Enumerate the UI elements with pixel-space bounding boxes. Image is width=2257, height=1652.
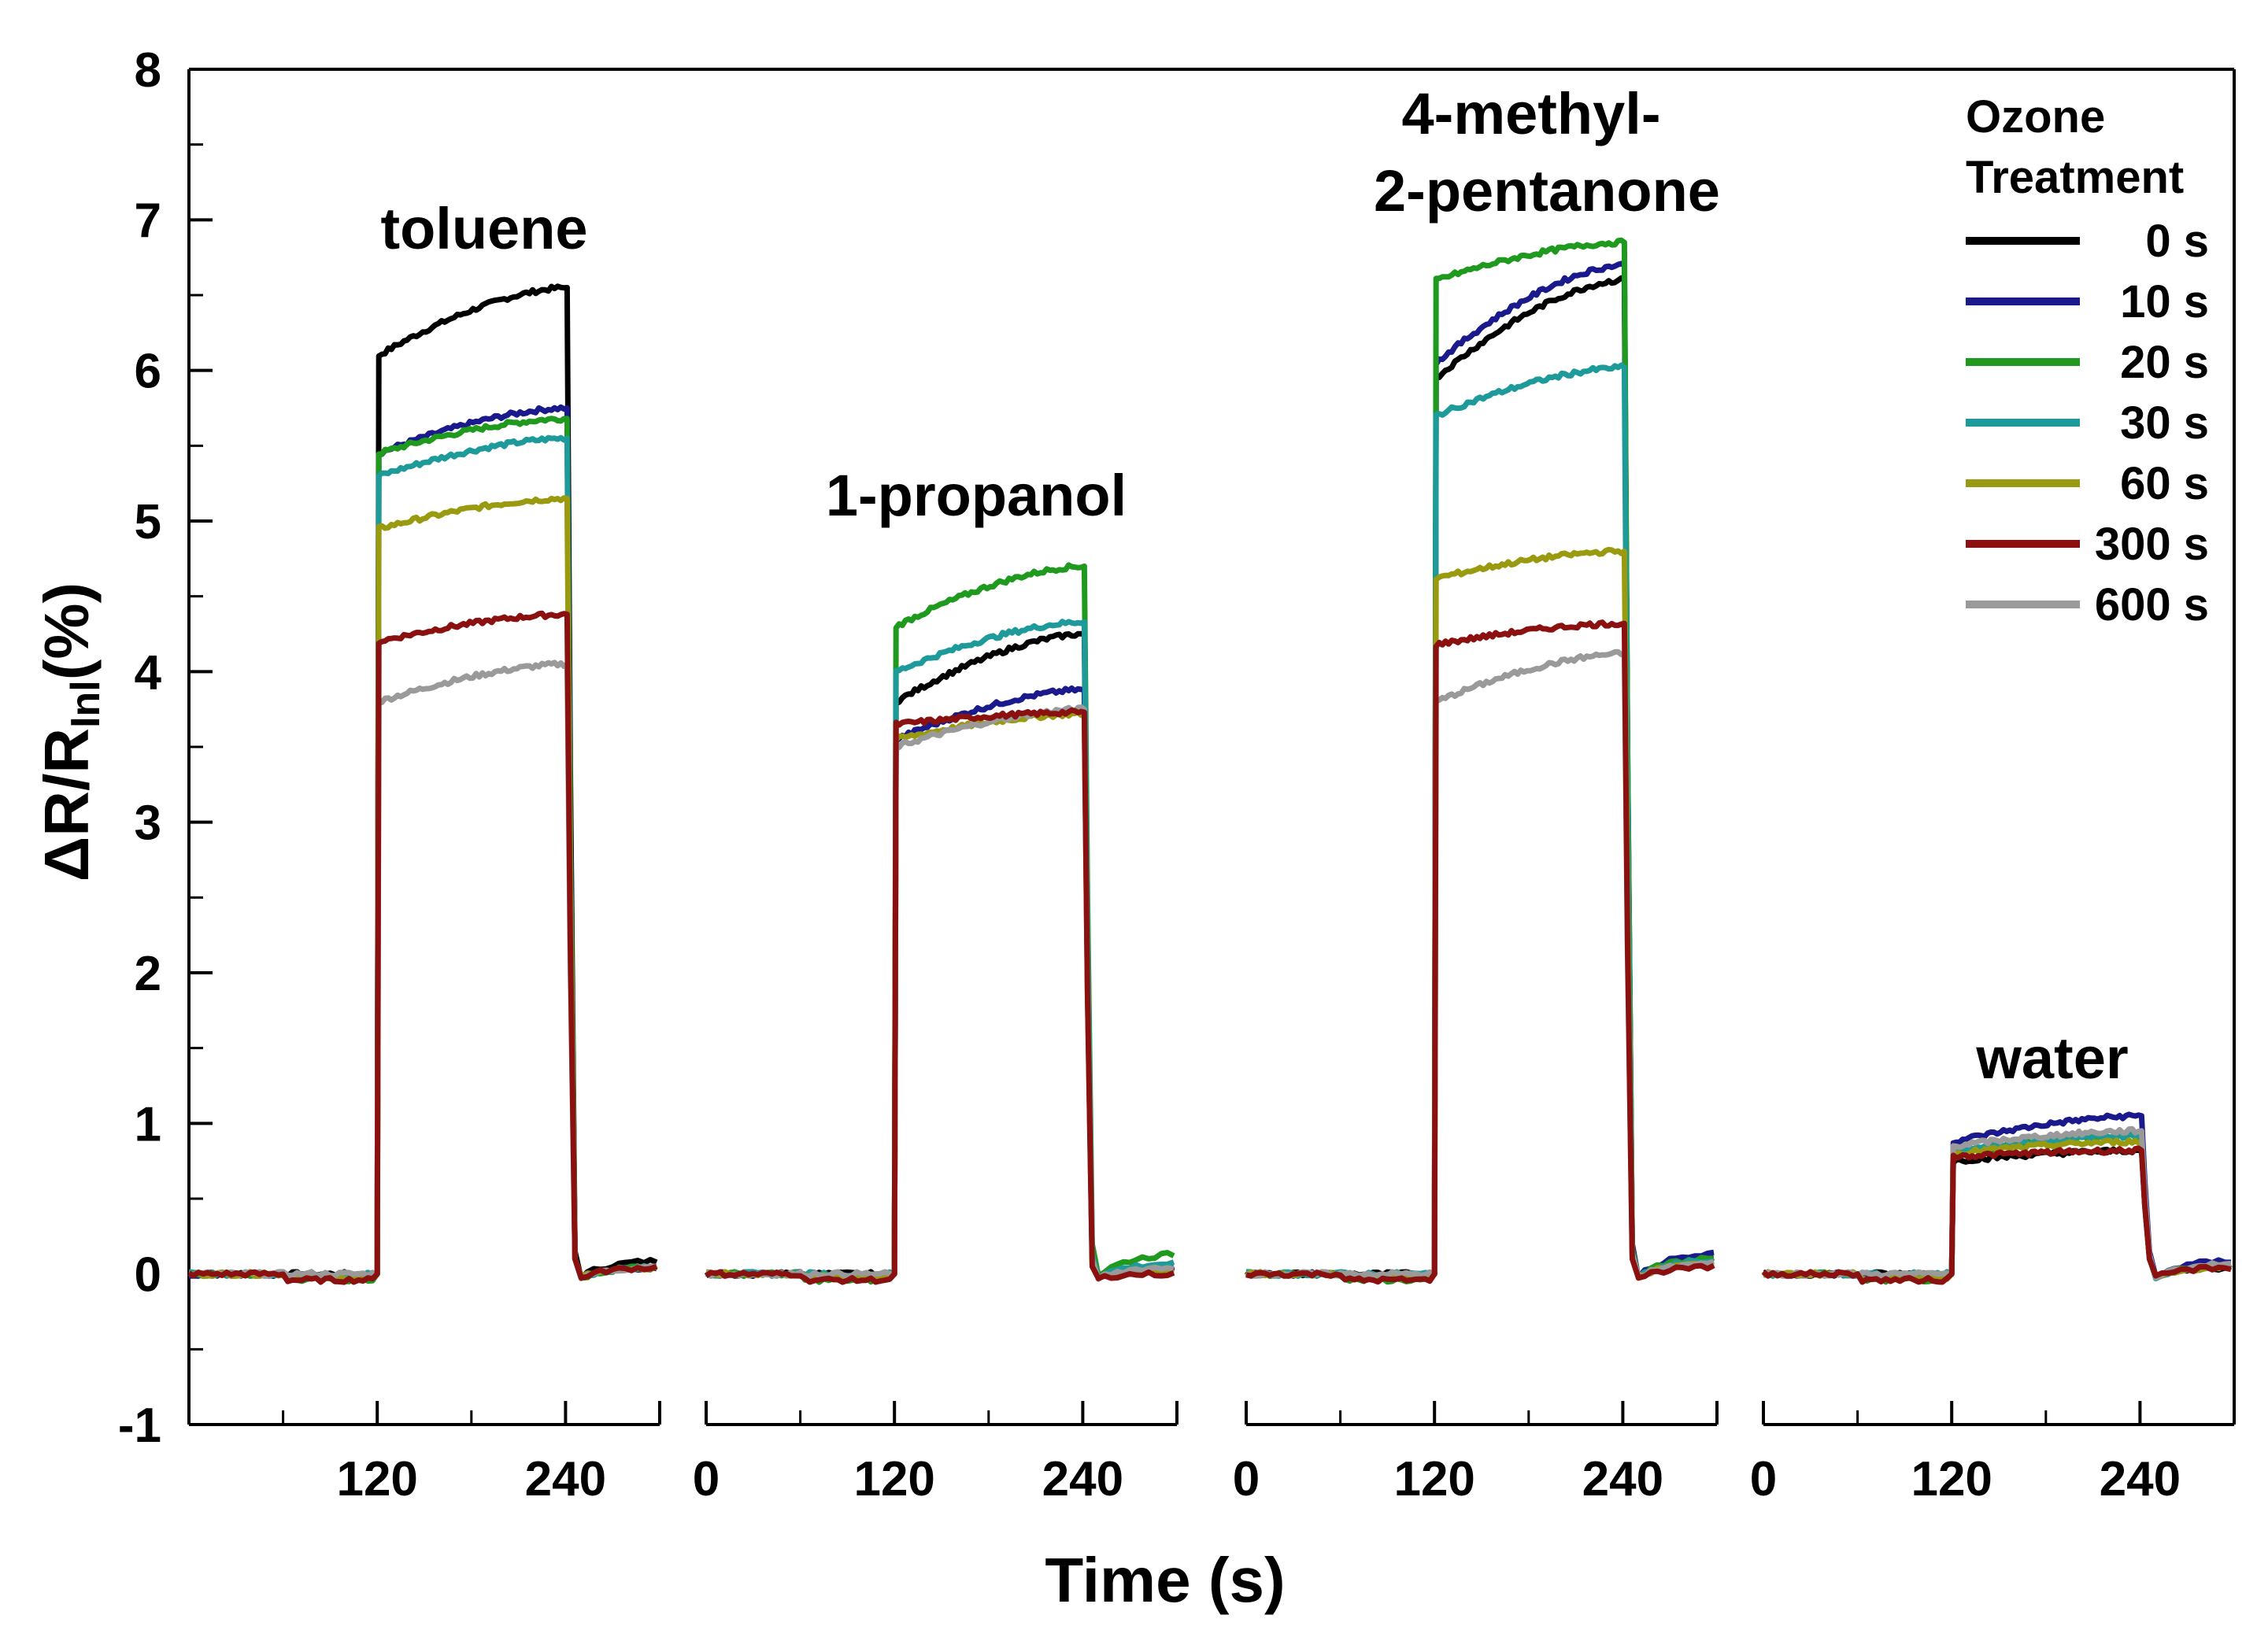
series-line-30s <box>188 434 658 1281</box>
series-line-600s <box>187 660 657 1282</box>
y-tick-label: 8 <box>135 43 161 98</box>
y-tick-label: 5 <box>135 495 161 549</box>
x-tick-label: 240 <box>525 1452 606 1506</box>
legend-entry-label: 300 s <box>2095 519 2209 570</box>
y-tick-label: 4 <box>135 645 162 700</box>
series-line-600s <box>704 704 1175 1282</box>
legend-entry-label: 600 s <box>2095 579 2209 630</box>
labels-layer: -1 0 1 2 3 4 5 6 7 8 120 240 toluene 0 120 240 1-propano… <box>118 43 2181 1506</box>
axes-layer <box>187 68 2236 1426</box>
x-tick-label: 240 <box>1582 1452 1663 1506</box>
series-line-20s <box>188 416 658 1285</box>
x-axis-title: Time (s) <box>1045 1545 1285 1615</box>
legend-title-line2: Treatment <box>1966 152 2184 203</box>
panel-label: 1-propanol <box>826 463 1127 528</box>
x-tick-label: 240 <box>2100 1452 2181 1506</box>
series-line-300s <box>1761 1145 2232 1285</box>
x-tick-label: 120 <box>1393 1452 1474 1506</box>
y-tick-label: 0 <box>135 1248 161 1303</box>
legend-entry-label: 0 s <box>2145 216 2209 267</box>
x-tick-label: 0 <box>1233 1452 1260 1506</box>
series-line-10s <box>188 404 657 1282</box>
x-tick-label: 120 <box>853 1452 934 1506</box>
series-line-10s <box>705 685 1175 1282</box>
y-axis-title-sub: Inl <box>63 680 109 728</box>
series-line-30s <box>1245 362 1715 1281</box>
y-axis-title-main: ΔR/R <box>31 728 102 881</box>
panel-label: 4-methyl- <box>1402 81 1661 146</box>
legend-entry-label: 10 s <box>2120 276 2209 327</box>
series-line-20s <box>705 562 1175 1285</box>
legend-entry-label: 20 s <box>2120 337 2209 388</box>
legend-entry-label: 60 s <box>2120 458 2209 509</box>
series-line-0s <box>1245 275 1715 1281</box>
y-tick-label: 2 <box>135 947 161 1001</box>
x-tick-label: 0 <box>693 1452 720 1506</box>
x-tick-label: 120 <box>1911 1452 1992 1506</box>
series-line-60s <box>705 709 1175 1282</box>
series-line-300s <box>187 610 658 1285</box>
legend-title-line1: Ozone <box>1966 91 2105 142</box>
panel-label: toluene <box>380 196 587 261</box>
y-tick-label: -1 <box>118 1399 161 1453</box>
x-tick-label: 240 <box>1042 1452 1123 1506</box>
y-tick-label: 3 <box>135 796 161 851</box>
legend-entry-label: 30 s <box>2120 397 2209 449</box>
series-line-60s <box>1244 546 1715 1282</box>
x-tick-label: 0 <box>1750 1452 1777 1506</box>
series-layer <box>187 237 2233 1285</box>
y-tick-label: 7 <box>135 194 161 248</box>
series-line-0s <box>1762 1146 2232 1279</box>
series-line-60s <box>188 495 658 1282</box>
series-line-300s <box>1245 619 1715 1285</box>
series-line-600s <box>1245 649 1715 1279</box>
legend-entries: 0 s 10 s 20 s 30 s 60 s 300 s 600 s <box>1966 216 2209 630</box>
y-axis-title: ΔR/RInl(%) <box>31 582 109 881</box>
panel-label: water <box>1975 1026 2128 1091</box>
panel-label: 2-pentanone <box>1374 158 1720 224</box>
y-axis-title-suffix: (%) <box>31 582 102 680</box>
y-tick-label: 1 <box>135 1097 161 1151</box>
y-tick-label: 6 <box>135 345 161 399</box>
x-tick-label: 120 <box>336 1452 417 1506</box>
series-line-10s <box>1245 261 1715 1282</box>
series-line-300s <box>704 707 1175 1285</box>
legend: Ozone Treatment 0 s 10 s 20 s 30 s 60 s 300 s… <box>1966 91 2209 630</box>
